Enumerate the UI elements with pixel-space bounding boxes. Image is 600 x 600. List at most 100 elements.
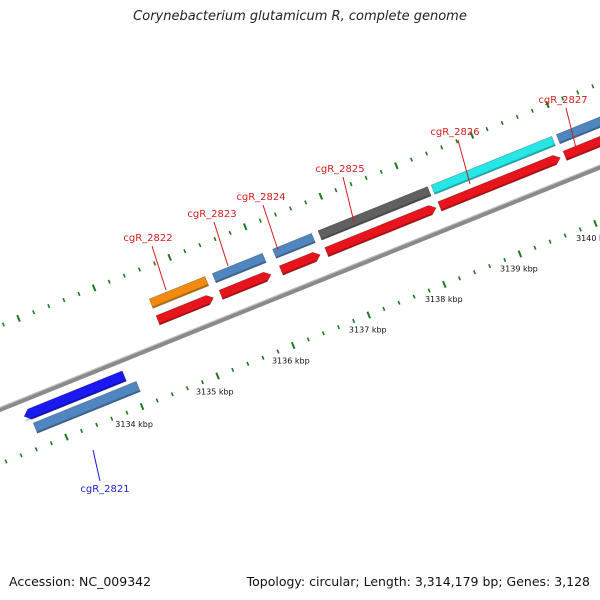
forward-scale-tick <box>213 236 217 242</box>
cds-bar-cgR_2821 <box>23 370 127 420</box>
gene-label-cgR_2821: cgR_2821 <box>80 484 129 495</box>
cds-bar-cgR_2823 <box>218 271 272 300</box>
forward-scale-tick <box>485 126 489 132</box>
scale-label: 3135 kbp <box>196 387 234 396</box>
cds-bar-cgR_2822 <box>155 295 214 326</box>
cds-bar-cgR_2824 <box>278 252 321 276</box>
reverse-scale-tick <box>366 311 371 319</box>
reverse-scale-tick <box>517 250 523 258</box>
scale-label: 3137 kbp <box>349 326 387 335</box>
cds-bar-cgR_2826-edge <box>440 163 557 211</box>
gene-bar-cgR_2826 <box>430 136 556 195</box>
forward-scale-tick <box>394 162 399 170</box>
reverse-scale-tick <box>442 280 447 289</box>
forward-scale-tick <box>153 261 157 266</box>
reverse-scale-tick <box>321 331 325 336</box>
reverse-scale-tick <box>185 386 189 391</box>
scale-label: 3139 kbp <box>500 265 538 274</box>
gene-bar-cgR_2825-edge <box>321 194 432 240</box>
reverse-scale-tick <box>290 341 296 350</box>
forward-scale-tick <box>242 223 248 231</box>
gene-label-cgR_2822: cgR_2822 <box>123 233 172 244</box>
leader-line-cgR_2826 <box>457 139 471 185</box>
forward-scale-tick <box>545 101 550 109</box>
reverse-scale-tick <box>231 367 235 373</box>
reverse-scale-tick <box>427 288 431 293</box>
forward-scale-tick <box>409 157 413 162</box>
gene-label-cgR_2824: cgR_2824 <box>236 192 285 203</box>
reverse-scale-tick <box>397 300 401 305</box>
reverse-scale-tick <box>95 422 99 428</box>
reverse-scale-tick <box>201 379 204 385</box>
leader-line-cgR_2827 <box>565 107 578 153</box>
forward-scale-tick <box>349 181 353 187</box>
forward-scale-tick <box>425 151 429 156</box>
reverse-scale-tick <box>34 447 38 452</box>
reverse-scale-tick <box>19 453 23 458</box>
map-title: Corynebacterium glutamicum R, complete g… <box>133 9 467 24</box>
reverse-scale-tick <box>246 361 250 366</box>
gene-bar-cgR_2823-edge <box>215 260 267 283</box>
backbone-highlight <box>0 164 600 408</box>
cds-bar-cgR_2821-edge <box>25 379 127 422</box>
forward-scale-tick <box>183 249 187 254</box>
forward-scale-tick <box>500 120 504 126</box>
leader-line-cgR_2824 <box>262 204 279 251</box>
forward-scale-tick <box>167 253 172 261</box>
forward-scale-tick <box>469 131 475 139</box>
cds-bar-cgR_2827-edge <box>566 145 600 161</box>
reverse-scale-tick <box>110 416 114 421</box>
gene-bar-cgR_2824-edge <box>275 241 316 259</box>
forward-scale-tick <box>273 212 277 217</box>
cds-bar-cgR_2822-edge <box>159 303 210 325</box>
reverse-scale-tick <box>352 318 356 324</box>
reverse-scale-tick <box>306 337 310 342</box>
reverse-scale-tick <box>548 239 552 244</box>
reverse-scale-tick <box>4 459 8 464</box>
cds-bar-cgR_2825-edge <box>327 213 433 257</box>
gene-label-cgR_2826: cgR_2826 <box>430 127 479 138</box>
gene-label-cgR_2823: cgR_2823 <box>187 209 236 220</box>
reverse-scale-tick <box>382 306 386 311</box>
forward-scale-tick <box>62 297 66 303</box>
reverse-scale-tick <box>215 372 220 380</box>
forward-scale-tick <box>1 322 5 327</box>
forward-scale-tick <box>32 310 36 315</box>
gene-bar-cgR_2821 <box>32 381 141 434</box>
forward-scale-tick <box>440 145 444 150</box>
reverse-scale-tick <box>457 276 461 281</box>
gene-bar-cgR_2822 <box>148 276 210 309</box>
reverse-scale-tick <box>578 227 582 232</box>
forward-scale-tick <box>561 96 565 101</box>
reverse-scale-tick <box>80 428 84 434</box>
gene-bar-cgR_2825 <box>317 186 432 241</box>
leader-line-cgR_2825 <box>342 176 355 223</box>
forward-scale-tick <box>47 304 51 309</box>
reverse-scale-tick <box>170 392 174 397</box>
gene-bar-cgR_2823 <box>211 252 267 284</box>
reverse-scale-tick <box>64 433 69 441</box>
reverse-scale-tick <box>125 410 129 415</box>
reverse-scale-tick <box>261 355 265 360</box>
forward-scale-tick <box>16 314 21 323</box>
forward-scale-tick <box>107 279 111 284</box>
forward-scale-tick <box>576 90 580 95</box>
reverse-scale-tick <box>155 398 159 403</box>
reverse-scale-tick <box>412 294 416 299</box>
gene-label-cgR_2825: cgR_2825 <box>315 164 364 175</box>
scale-label: 3134 kbp <box>115 420 153 429</box>
gene-label-cgR_2827: cgR_2827 <box>538 95 587 106</box>
genome-summary: Topology: circular; Length: 3,314,179 bp… <box>246 574 590 589</box>
forward-scale-tick <box>198 242 202 248</box>
reverse-scale-tick <box>473 270 477 275</box>
forward-scale-tick <box>318 192 324 200</box>
forward-scale-tick <box>515 114 519 120</box>
leader-line-cgR_2822 <box>151 245 167 291</box>
reverse-scale-tick <box>337 325 341 330</box>
cds-bar-cgR_2825 <box>324 205 437 258</box>
reverse-scale-tick <box>276 349 280 354</box>
scale-label: 3138 kbp <box>425 295 463 304</box>
forward-scale-tick <box>91 284 97 292</box>
forward-scale-tick <box>379 169 383 174</box>
